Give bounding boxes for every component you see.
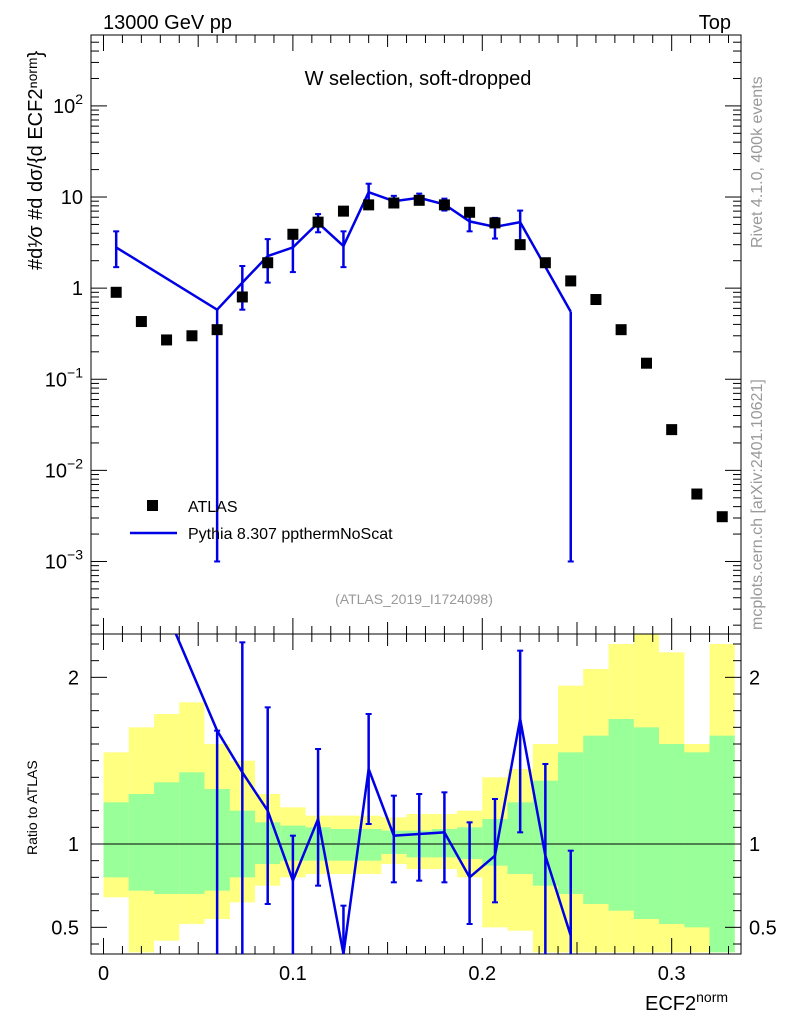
legend-mc-label: Pythia 8.307 ppthermNoScat bbox=[188, 526, 393, 543]
band-inner bbox=[128, 794, 155, 891]
analysis-label: (ATLAS_2019_I1724098) bbox=[335, 591, 493, 607]
x-tick-label: 0.1 bbox=[279, 963, 307, 985]
y-tick-label: 10−3 bbox=[45, 546, 83, 573]
data-point bbox=[539, 257, 551, 269]
data-point bbox=[262, 257, 274, 269]
data-point bbox=[565, 275, 577, 287]
data-point bbox=[666, 424, 678, 436]
process-label: Top bbox=[699, 12, 731, 34]
data-point bbox=[489, 217, 501, 229]
ratio-series bbox=[174, 634, 574, 954]
plot-subtitle: W selection, soft-dropped bbox=[305, 68, 532, 90]
data-point bbox=[337, 205, 349, 217]
band-inner bbox=[179, 772, 205, 894]
x-axis-label: ECF2norm bbox=[645, 989, 728, 1015]
x-tick-label: 0.3 bbox=[658, 963, 686, 985]
data-point bbox=[312, 216, 324, 228]
band-inner bbox=[684, 752, 710, 928]
data-point bbox=[287, 228, 299, 240]
data-point bbox=[590, 294, 602, 306]
ratio-axis-label: Ratio to ATLAS bbox=[24, 760, 40, 855]
band-inner bbox=[658, 744, 685, 924]
ratio-line bbox=[174, 634, 572, 954]
data-point bbox=[363, 199, 375, 211]
rivet-label: Rivet 4.1.0, 400k events bbox=[749, 76, 766, 248]
band-inner bbox=[330, 829, 356, 861]
y-tick-label: 1 bbox=[72, 278, 83, 300]
ratio-tick-label-left: 2 bbox=[68, 667, 79, 689]
ratio-tick-label-left: 1 bbox=[68, 834, 79, 856]
site-label: mcplots.cern.ch [arXiv:2401.10621] bbox=[749, 379, 766, 630]
data-point bbox=[514, 239, 526, 251]
data-point bbox=[413, 194, 425, 206]
band-inner bbox=[103, 802, 129, 878]
data-point bbox=[236, 291, 248, 303]
legend-data-marker bbox=[147, 500, 158, 511]
data-point bbox=[691, 488, 703, 500]
ratio-tick-label-right: 2 bbox=[749, 667, 760, 689]
legend: ATLAS Pythia 8.307 ppthermNoScat bbox=[130, 499, 393, 543]
y-tick-label: 10 bbox=[61, 187, 83, 209]
band-inner bbox=[608, 719, 634, 911]
tick-labels: 10−3 10−2 10−1 1 10 102 0 0.1 0.2 0.3 0.5 0.5 1 1 2 2 bbox=[45, 91, 777, 985]
data-point bbox=[110, 286, 122, 298]
band-inner bbox=[633, 727, 659, 919]
data-point bbox=[135, 316, 147, 328]
y-tick-label: 10−2 bbox=[45, 455, 83, 482]
data-point bbox=[161, 334, 173, 346]
y-axis-label: #d¹⁄σ #d dσ/{d ECF2ⁿᵒʳᵐ} bbox=[25, 50, 47, 270]
data-point bbox=[438, 199, 450, 211]
data-point bbox=[464, 206, 476, 218]
ratio-frame bbox=[90, 633, 742, 955]
data-point bbox=[388, 197, 400, 209]
mc-series bbox=[113, 182, 574, 563]
x-tick-label: 0 bbox=[98, 963, 109, 985]
y-tick-label: 102 bbox=[53, 91, 83, 118]
ratio-tick-label-right: 1 bbox=[749, 834, 760, 856]
energy-label: 13000 GeV pp bbox=[103, 12, 232, 34]
band-inner bbox=[583, 735, 609, 904]
data-point bbox=[186, 330, 198, 342]
ratio-tick-label-right: 0.5 bbox=[749, 917, 777, 939]
y-tick-label: 10−1 bbox=[45, 364, 83, 391]
data-point bbox=[716, 511, 728, 523]
ratio-tick-label-left: 0.5 bbox=[51, 917, 79, 939]
data-point bbox=[211, 324, 223, 336]
legend-data-label: ATLAS bbox=[188, 499, 238, 516]
data-series bbox=[110, 194, 728, 523]
data-point bbox=[640, 357, 652, 369]
band-inner bbox=[154, 782, 180, 894]
data-point bbox=[615, 324, 627, 336]
x-tick-label: 0.2 bbox=[468, 963, 496, 985]
